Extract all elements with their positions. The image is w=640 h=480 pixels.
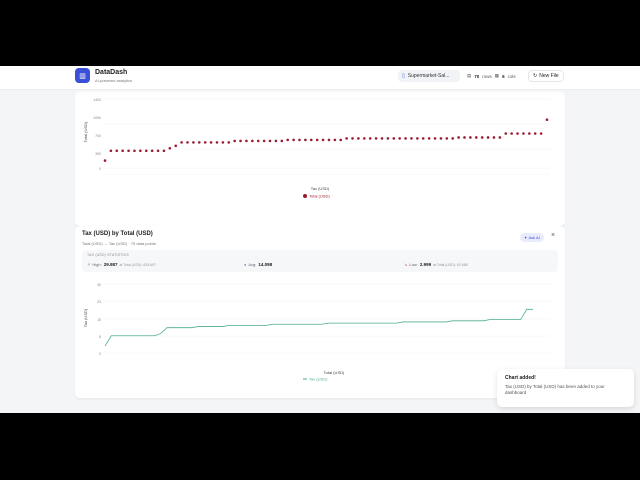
refresh-icon: ↻ — [533, 73, 538, 79]
avg-value: 14.098 — [258, 262, 273, 267]
svg-text:350: 350 — [95, 152, 101, 156]
toast-notification: Chart added! Tax (USD) by Total (USD) ha… — [497, 369, 634, 407]
rows-count: 70 — [474, 73, 480, 79]
ask-ai-label: Ask AI — [528, 235, 540, 240]
high-value: 29.987 — [103, 262, 118, 267]
tagline: AI-powered analytics — [95, 78, 133, 83]
file-name: Supermarket-Sal... — [407, 73, 450, 79]
toast-message: Tax (USD) by Total (USD) has been added … — [505, 384, 605, 396]
chart-subtitle: Total (USD) → Tax (USD) · 70 data points — [82, 241, 156, 246]
svg-text:Total (USD): Total (USD) — [83, 121, 88, 142]
avg-label: Avg: — [248, 262, 257, 267]
app-window: ▥ DataDash AI-powered analytics ▯ Superma… — [0, 66, 640, 413]
trend-up-icon: ↗ — [87, 262, 91, 267]
low-value: 2.999 — [419, 262, 432, 267]
new-file-label: New File — [539, 73, 559, 79]
file-icon: ▯ — [402, 73, 405, 79]
stat-high: ↗ High: 29.987 at Total (USD): 629.697 — [87, 262, 156, 267]
cols-count: 6 — [502, 73, 505, 79]
svg-text:700: 700 — [95, 134, 101, 138]
low-label: Low: — [409, 262, 418, 267]
svg-text:0: 0 — [99, 167, 101, 171]
svg-text:1050: 1050 — [93, 116, 101, 120]
svg-text:1400: 1400 — [93, 98, 101, 102]
app-header: ▥ DataDash AI-powered analytics ▯ Superma… — [0, 66, 640, 90]
trend-down-icon: ↘ — [404, 262, 408, 267]
toast-title: Chart added! — [505, 375, 536, 381]
svg-text:Tax (USD): Tax (USD) — [311, 186, 330, 191]
scatter-chart: 1400 1050 700 350 0 Total (USD) Tax (USD) To… — [83, 98, 550, 199]
high-note: at Total (USD): 629.697 — [119, 262, 156, 267]
close-icon[interactable]: × — [551, 232, 556, 239]
svg-text:Total (USD): Total (USD) — [309, 194, 330, 199]
sparkle-icon: ✦ — [524, 235, 529, 240]
chart-title: Tax (USD) by Total (USD) — [82, 231, 153, 237]
svg-text:30: 30 — [97, 283, 101, 287]
cols-icon: ▦ — [494, 73, 500, 78]
rows-label: rows — [482, 73, 492, 79]
file-pill[interactable]: ▯ Supermarket-Sal... — [398, 70, 460, 82]
svg-text:23: 23 — [97, 300, 101, 304]
svg-text:0: 0 — [99, 352, 101, 356]
scatter-chart-card: 1400 1050 700 350 0 Total (USD) Tax (USD) To… — [75, 92, 565, 226]
high-label: High: — [92, 262, 102, 267]
stat-avg: ● Avg: 14.098 — [244, 262, 272, 267]
stats-header: TAX (USD) STATISTICS — [87, 253, 129, 257]
rows-icon: ▤ — [467, 73, 472, 78]
svg-text:Tax (USD): Tax (USD) — [309, 377, 328, 382]
svg-text:Tax (USD): Tax (USD) — [83, 308, 88, 327]
low-note: at Total (USD): 62.988 — [433, 262, 468, 267]
stat-low: ↘ Low: 2.999 at Total (USD): 62.988 — [404, 262, 468, 267]
svg-text:15: 15 — [97, 318, 101, 322]
app-name: DataDash — [95, 69, 128, 76]
dataset-stats: ▤ 70 rows ▦ 6 cols — [467, 70, 516, 82]
chart-logo-icon: ▥ — [75, 68, 90, 83]
line-chart: 30 23 15 8 0 Tax (USD) Total (USD) Tax (USD) — [83, 283, 550, 382]
avg-dot-icon: ● — [244, 262, 247, 267]
ask-ai-button[interactable]: ✦ Ask AI — [520, 233, 544, 242]
cols-label: cols — [507, 73, 516, 79]
svg-text:8: 8 — [99, 335, 101, 339]
svg-text:Total (USD): Total (USD) — [324, 370, 345, 375]
line-chart-card: Tax (USD) by Total (USD) Total (USD) → T… — [75, 226, 565, 398]
new-file-button[interactable]: ↻ New File — [528, 70, 564, 82]
statistics-panel: TAX (USD) STATISTICS ↗ High: 29.987 at Tota… — [82, 250, 558, 272]
